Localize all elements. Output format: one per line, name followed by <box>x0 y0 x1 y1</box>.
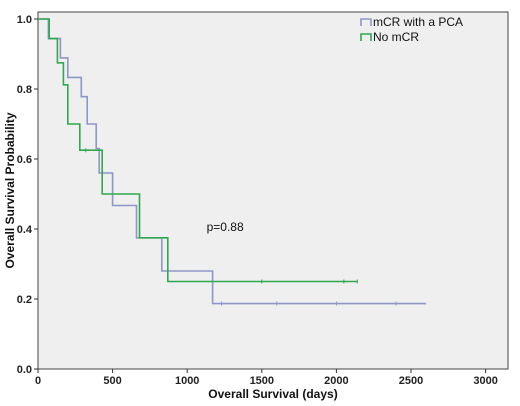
series-line-mcr-with-pca <box>38 18 426 305</box>
x-tick-label: 1000 <box>175 375 199 387</box>
legend-symbol <box>360 33 372 41</box>
series-line-no-mcr <box>38 18 358 283</box>
y-tick-label: 0.6 <box>17 154 32 166</box>
plot-area <box>37 11 509 370</box>
y-tick-label: 0.8 <box>17 84 32 96</box>
y-tick-label: 0.0 <box>17 364 32 376</box>
p-value-annotation: p=0.88 <box>207 220 244 234</box>
y-tick-label: 0.4 <box>17 224 33 236</box>
x-tick-label: 3000 <box>473 375 497 387</box>
axes: 0 500 1000 1500 2000 2500 3000 0.0 0.2 0.4 0.6 0.8 1… <box>17 14 498 387</box>
x-tick-label: 500 <box>103 375 121 387</box>
legend-symbol <box>360 18 372 26</box>
legend-label: mCR with a PCA <box>373 15 463 29</box>
x-tick-label: 0 <box>35 375 41 387</box>
x-tick-label: 2000 <box>324 375 348 387</box>
x-tick-label: 1500 <box>250 375 274 387</box>
x-axis-title: Overall Survival (days) <box>208 387 337 401</box>
y-tick-label: 0.2 <box>17 294 32 306</box>
y-axis-title: Overall Survival Probability <box>3 112 17 268</box>
series-layer <box>38 18 426 306</box>
legend-label: No mCR <box>373 30 419 44</box>
x-tick-label: 2500 <box>399 375 423 387</box>
y-tick-label: 1.0 <box>17 14 32 26</box>
